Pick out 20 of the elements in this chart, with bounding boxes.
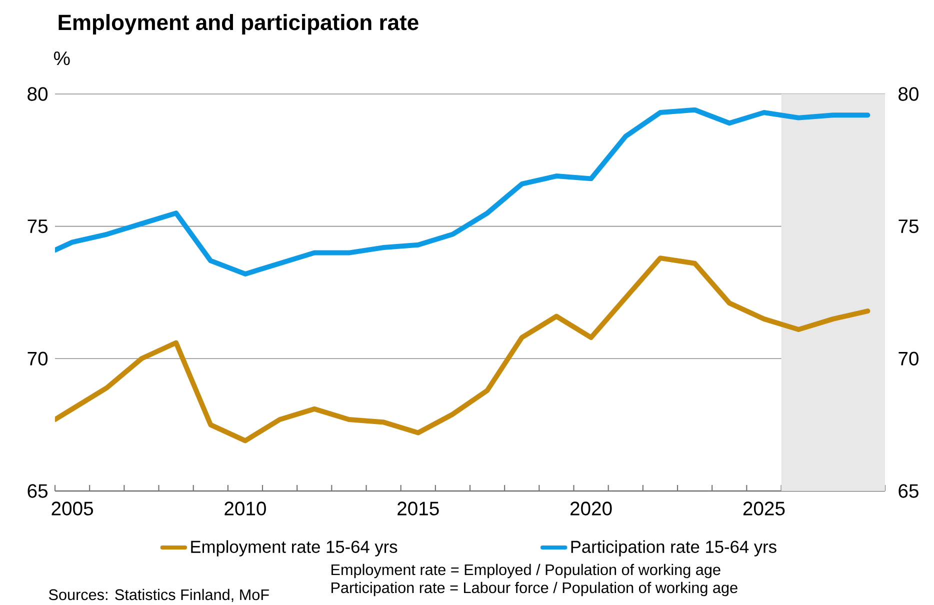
y-axis-title: % <box>54 52 70 66</box>
x-tick-label: 2025 <box>743 502 785 516</box>
x-tick-label: 2010 <box>224 502 266 516</box>
legend-label: Participation rate 15-64 yrs <box>571 540 776 556</box>
chart-title: Employment and participation rate <box>58 14 418 35</box>
x-tick-label: 2015 <box>398 502 439 516</box>
y2-tick-label: 65 <box>898 484 918 498</box>
y-tick-label: 70 <box>28 352 48 366</box>
source-note: Sources: Statistics Finland, MoF <box>48 588 269 602</box>
x-tick-label: 2005 <box>52 502 93 516</box>
legend-label: Employment rate 15-64 yrs <box>191 540 398 556</box>
x-tick-label: 2020 <box>570 502 612 516</box>
y2-tick-label: 80 <box>898 87 918 101</box>
y2-tick-label: 70 <box>898 352 918 366</box>
y-tick-label: 80 <box>28 87 48 101</box>
text: Participation rate = Labour force / Population of working age <box>332 582 738 596</box>
y-tick-label: 75 <box>28 220 48 234</box>
y2-tick-label: 75 <box>898 220 918 234</box>
text: Employment rate = Employed / Population of working age <box>332 564 720 578</box>
y-tick-label: 65 <box>28 484 48 498</box>
